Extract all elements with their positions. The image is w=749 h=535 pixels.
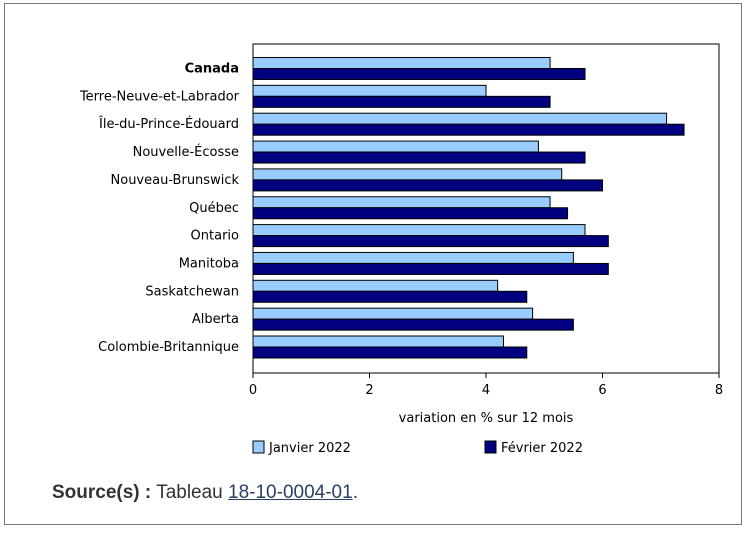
category-label: Canada [185,62,239,77]
category-label: Nouvelle-Écosse [133,144,239,160]
source-period: . [352,482,358,503]
source-text: Tableau [156,482,223,503]
source-note: Source(s) : Tableau 18-10-0004-01. [52,482,358,504]
bar-ile-du-prince-edouard-janvier-2022 [252,112,668,125]
bar-canada-janvier-2022 [252,57,551,69]
bar-alberta-janvier-2022 [252,307,534,320]
x-tick-label: 4 [482,383,490,398]
bar-saskatchewan-fevrier-2022 [252,290,528,303]
bar-ontario-fevrier-2022 [252,235,609,248]
bar-manitoba-fevrier-2022 [252,262,609,275]
bar-alberta-fevrier-2022 [252,318,574,331]
source-label: Source(s) : [52,482,152,503]
legend-swatch-janvier-2022 [252,440,265,454]
bar-ontario-janvier-2022 [252,224,586,237]
bar-nouvelle-ecosse-fevrier-2022 [252,151,586,164]
category-label: Ontario [191,229,239,244]
bar-canada-fevrier-2022 [252,68,586,80]
category-label: Île-du-Prince-Édouard [98,116,239,132]
x-axis-label: variation en % sur 12 mois [399,411,574,426]
source-table-link[interactable]: 18-10-0004-01 [228,482,353,503]
category-label: Saskatchewan [145,284,239,299]
bar-nouveau-brunswick-janvier-2022 [252,168,563,181]
bar-manitoba-janvier-2022 [252,251,574,264]
bar-nouveau-brunswick-fevrier-2022 [252,179,603,192]
bar-quebec-fevrier-2022 [252,207,569,220]
bar-ile-du-prince-edouard-fevrier-2022 [252,123,685,136]
x-tick-label: 2 [365,383,373,398]
bar-quebec-janvier-2022 [252,196,551,209]
x-tick-label: 6 [598,383,606,398]
legend-label-fevrier-2022: Février 2022 [501,441,583,456]
legend-label-janvier-2022: Janvier 2022 [268,441,351,456]
bar-colombie-britannique-fevrier-2022 [252,346,528,359]
category-label: Alberta [192,312,239,327]
bar-nouvelle-ecosse-janvier-2022 [252,140,539,153]
category-label: Nouveau-Brunswick [111,173,240,188]
category-label: Colombie-Britannique [98,340,239,355]
bar-terre-neuve-et-labrador-janvier-2022 [252,84,487,97]
x-tick-label: 0 [249,383,257,398]
category-label: Terre-Neuve-et-Labrador [79,89,240,104]
bar-colombie-britannique-janvier-2022 [252,335,504,348]
bar-saskatchewan-janvier-2022 [252,279,499,292]
bar-terre-neuve-et-labrador-fevrier-2022 [252,95,551,108]
category-label: Manitoba [179,256,239,271]
category-label: Québec [189,201,239,216]
legend-swatch-fevrier-2022 [484,440,497,454]
x-tick-label: 8 [715,383,723,398]
